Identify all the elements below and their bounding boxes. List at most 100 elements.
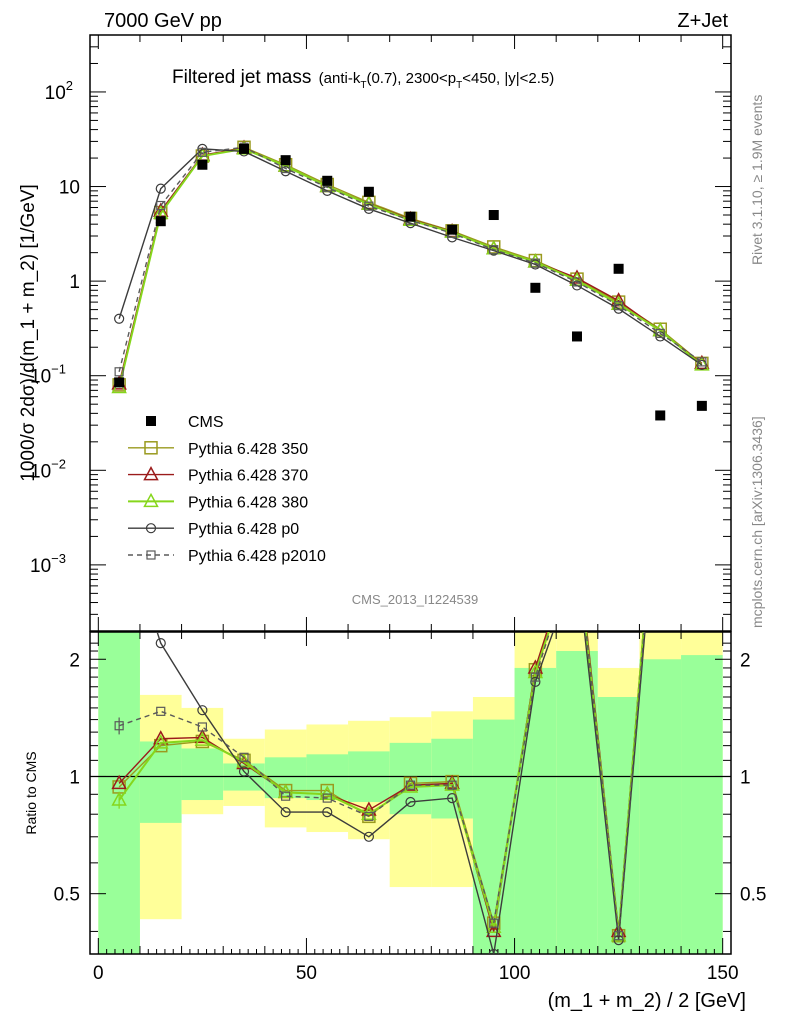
main-point-p2010	[364, 201, 374, 211]
band-green	[556, 651, 598, 954]
ratio-line-p380	[118, 632, 645, 936]
main-point-p2010	[197, 147, 207, 157]
main-point-p2010	[655, 328, 665, 339]
main-point-p2010	[489, 245, 499, 255]
main-point-cms	[322, 175, 333, 186]
main-panel-frame	[89, 34, 732, 632]
main-point-cms	[114, 377, 125, 388]
ratio-y-tick-label-left: 2	[69, 650, 80, 671]
main-point-cms	[363, 186, 374, 197]
x-tick-label: 150	[707, 963, 739, 984]
ratio-point-p380	[485, 918, 502, 933]
ratio-y-tick-label-left: 1	[69, 767, 80, 788]
ratio-point-p350	[320, 783, 335, 798]
main-line-p0	[118, 148, 703, 366]
band-green	[306, 754, 349, 801]
legend-label-p2010: Pythia 6.428 p2010	[188, 548, 326, 565]
ratio-line-p0	[156, 632, 646, 954]
ratio-line-p2010	[118, 632, 645, 936]
ratio-point-p0	[697, 604, 706, 613]
ratio-point-p380	[610, 927, 627, 942]
main-point-cms	[530, 282, 541, 293]
main-point-cms	[655, 410, 666, 421]
ratio-point-p0	[363, 831, 374, 842]
x-axis-label: (m_1 + m_2) / 2 [GeV]	[548, 990, 746, 1012]
chart-title-main: Filtered jet mass	[172, 67, 311, 88]
main-series-group	[111, 139, 710, 421]
ratio-point-p380	[153, 734, 169, 749]
main-point-p2010	[572, 277, 582, 287]
analysis-id-label: CMS_2013_I1224539	[352, 592, 479, 607]
ratio-point-p370	[695, 595, 708, 607]
ratio-point-p0	[155, 638, 166, 649]
legend-marker-p350	[144, 441, 158, 455]
legend-label-p350: Pythia 6.428 350	[188, 441, 308, 458]
main-point-cms	[447, 224, 458, 235]
main-point-p2010	[697, 357, 707, 367]
ratio-point-p380	[111, 791, 127, 806]
x-tick-label: 50	[296, 963, 317, 984]
ratio-point-p0	[280, 807, 291, 818]
ratio-point-p370	[194, 728, 211, 744]
main-point-cms	[571, 331, 582, 342]
ratio-point-p0	[488, 948, 499, 954]
legend-label-cms: CMS	[188, 414, 224, 431]
ratio-point-p2010	[114, 721, 124, 731]
legend: CMS Pythia 6.428 350 Pythia 6.428 370 Pythi…	[128, 414, 326, 565]
y-tick-label: 10−2	[30, 456, 66, 482]
ratio-point-p370	[570, 531, 583, 543]
ratio-point-p350	[571, 536, 583, 548]
legend-marker-p0	[145, 523, 157, 534]
band-green	[597, 697, 640, 954]
ratio-y-tick-label-left: 0.5	[54, 885, 80, 906]
ratio-point-p380	[319, 785, 336, 801]
y-tick-label: 102	[45, 78, 73, 104]
ratio-axis-ticks: 0.5 0.5 1 1 2 2 0 50 100 150	[54, 632, 766, 984]
chart-title-sub-1: (anti-k	[319, 70, 361, 87]
y-tick-label: 1	[69, 272, 80, 293]
ratio-series-group	[111, 436, 708, 954]
ratio-point-p0	[322, 807, 333, 818]
ratio-point-p370	[111, 774, 127, 790]
band-green	[639, 659, 682, 954]
ratio-point-p380	[695, 602, 708, 614]
ratio-point-p380	[570, 539, 583, 551]
ratio-uncertainty-bands	[90, 632, 731, 954]
main-axis-ticks: 10−3 10−2 10−1 1 10 102	[30, 34, 731, 632]
main-point-cms	[405, 211, 416, 222]
ratio-y-tick-label-right: 1	[740, 767, 751, 788]
legend-marker-p380	[143, 492, 159, 508]
main-point-cms	[239, 143, 250, 154]
ratio-point-p370	[402, 776, 419, 791]
legend-label-p370: Pythia 6.428 370	[188, 468, 308, 485]
main-point-p2010	[156, 200, 166, 211]
ratio-y-tick-label-right: 0.5	[740, 885, 766, 906]
band-green	[472, 719, 515, 954]
ratio-y-tick-label-right: 2	[740, 650, 751, 671]
main-point-p2010	[114, 367, 124, 377]
ratio-point-p2010	[489, 918, 499, 928]
main-point-cms	[488, 210, 499, 221]
main-point-p370	[569, 269, 585, 284]
main-point-cms	[280, 155, 291, 166]
ratio-point-p2010	[614, 931, 624, 941]
ratio-panel-frame	[89, 631, 732, 955]
band-green	[514, 667, 557, 954]
ratio-point-p2010	[656, 436, 664, 444]
ratio-point-p2010	[698, 592, 706, 600]
chart-title-sub-3: (0.7), 2300<p	[366, 70, 456, 87]
y-tick-label: 10−3	[30, 551, 66, 577]
ratio-point-p380	[194, 731, 211, 746]
main-point-cms	[197, 159, 208, 170]
ratio-point-p380	[277, 783, 294, 799]
ratio-point-p350	[696, 596, 708, 608]
ratio-point-p0	[115, 510, 124, 519]
chart-title-sub-2: T	[360, 80, 366, 91]
main-point-cms	[155, 216, 166, 227]
ratio-point-p2010	[239, 752, 249, 762]
ratio-point-p2010	[156, 706, 166, 716]
ratio-point-p0	[405, 796, 416, 808]
ratio-y-axis-label: Ratio to CMS	[23, 751, 39, 834]
band-green	[181, 748, 224, 801]
